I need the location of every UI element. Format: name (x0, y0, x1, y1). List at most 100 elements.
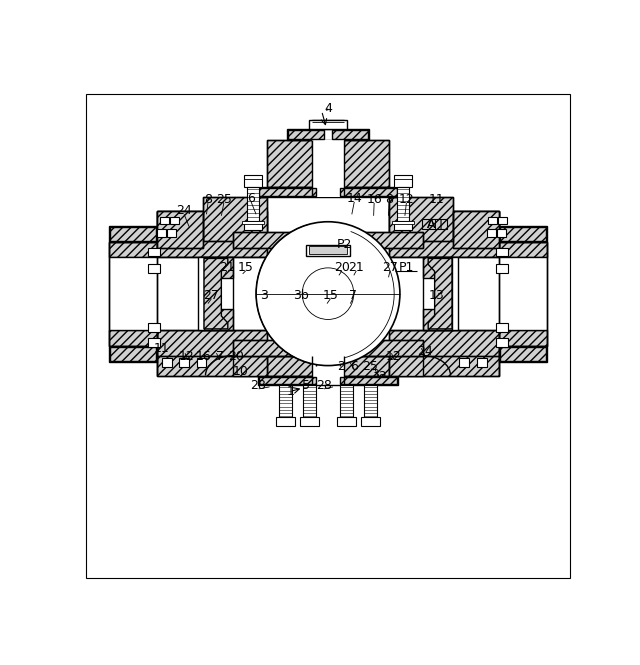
Text: 21: 21 (348, 261, 364, 274)
Text: 12: 12 (386, 350, 402, 363)
Bar (157, 211, 203, 247)
Bar (233, 356, 268, 376)
Bar (312, 356, 344, 384)
Bar (288, 130, 324, 139)
Text: 20: 20 (228, 350, 244, 363)
Bar (233, 231, 423, 247)
Text: 6: 6 (247, 192, 255, 205)
Bar (203, 309, 233, 330)
Bar (306, 245, 350, 257)
Bar (157, 257, 268, 330)
Bar (179, 358, 189, 367)
Bar (157, 211, 268, 257)
Bar (196, 358, 207, 367)
Bar (309, 120, 347, 129)
Text: 12: 12 (179, 350, 195, 363)
Bar (203, 257, 233, 330)
Bar (198, 257, 204, 330)
Bar (500, 346, 547, 360)
Bar (246, 186, 259, 223)
Text: 13: 13 (428, 289, 444, 302)
Text: 11: 11 (428, 193, 444, 206)
Bar (495, 247, 508, 257)
Bar (157, 229, 166, 237)
Bar (388, 330, 499, 376)
Bar (233, 340, 423, 356)
Text: P2: P2 (337, 238, 353, 251)
Text: 7: 7 (349, 289, 357, 302)
Bar (388, 211, 499, 257)
Bar (394, 221, 412, 229)
Bar (499, 346, 547, 362)
Text: 27: 27 (382, 261, 398, 274)
Bar (309, 245, 347, 255)
Bar (109, 257, 157, 330)
Bar (109, 241, 157, 346)
Text: 3b: 3b (293, 289, 308, 302)
Bar (388, 211, 499, 257)
Bar (394, 175, 412, 186)
Bar (148, 264, 161, 273)
Text: 3: 3 (260, 289, 268, 302)
Text: 24: 24 (176, 204, 192, 217)
Text: 25: 25 (362, 360, 378, 372)
Text: 27: 27 (204, 289, 220, 302)
Text: 5: 5 (301, 379, 310, 392)
Bar (303, 386, 316, 419)
Bar (233, 231, 423, 247)
Text: 4: 4 (324, 102, 332, 115)
Bar (109, 330, 157, 346)
Text: 20: 20 (334, 261, 350, 274)
Bar (495, 338, 508, 347)
Bar (167, 229, 176, 237)
Text: 28: 28 (251, 379, 266, 392)
Bar (499, 241, 547, 346)
Bar (453, 211, 499, 247)
Bar (257, 376, 399, 386)
Bar (392, 221, 414, 223)
Text: 14: 14 (346, 192, 362, 205)
Bar (312, 120, 344, 150)
Bar (388, 330, 499, 376)
Bar (312, 140, 344, 197)
Bar (361, 417, 380, 426)
Bar (340, 378, 397, 384)
Text: 3a: 3a (371, 368, 387, 381)
Text: 28: 28 (316, 379, 332, 392)
Bar (109, 346, 157, 362)
Bar (423, 257, 453, 278)
Bar (109, 225, 157, 241)
Bar (257, 187, 399, 197)
Text: 8: 8 (204, 193, 212, 206)
Text: 25: 25 (216, 193, 232, 206)
Bar (477, 358, 487, 367)
Text: A部: A部 (427, 217, 443, 231)
Bar (460, 358, 469, 367)
Text: 10: 10 (232, 365, 248, 378)
Text: 2: 2 (337, 360, 345, 372)
Bar (388, 356, 423, 376)
Bar (203, 197, 268, 241)
Bar (495, 323, 508, 332)
Bar (203, 257, 233, 278)
Bar (499, 225, 547, 241)
Bar (499, 257, 547, 330)
Bar (312, 231, 344, 247)
Bar (500, 227, 547, 241)
Text: A部: A部 (427, 217, 443, 231)
Text: 7: 7 (216, 350, 224, 363)
Bar (340, 188, 397, 196)
Bar (388, 197, 453, 241)
Polygon shape (428, 259, 452, 329)
Bar (268, 140, 388, 187)
Bar (422, 219, 447, 229)
Bar (453, 211, 499, 247)
Bar (148, 323, 161, 332)
Bar (259, 188, 316, 196)
Circle shape (256, 221, 400, 366)
Bar (259, 378, 316, 384)
Bar (452, 257, 458, 330)
Polygon shape (204, 259, 228, 329)
Text: 24: 24 (417, 344, 433, 358)
Bar (157, 330, 268, 376)
